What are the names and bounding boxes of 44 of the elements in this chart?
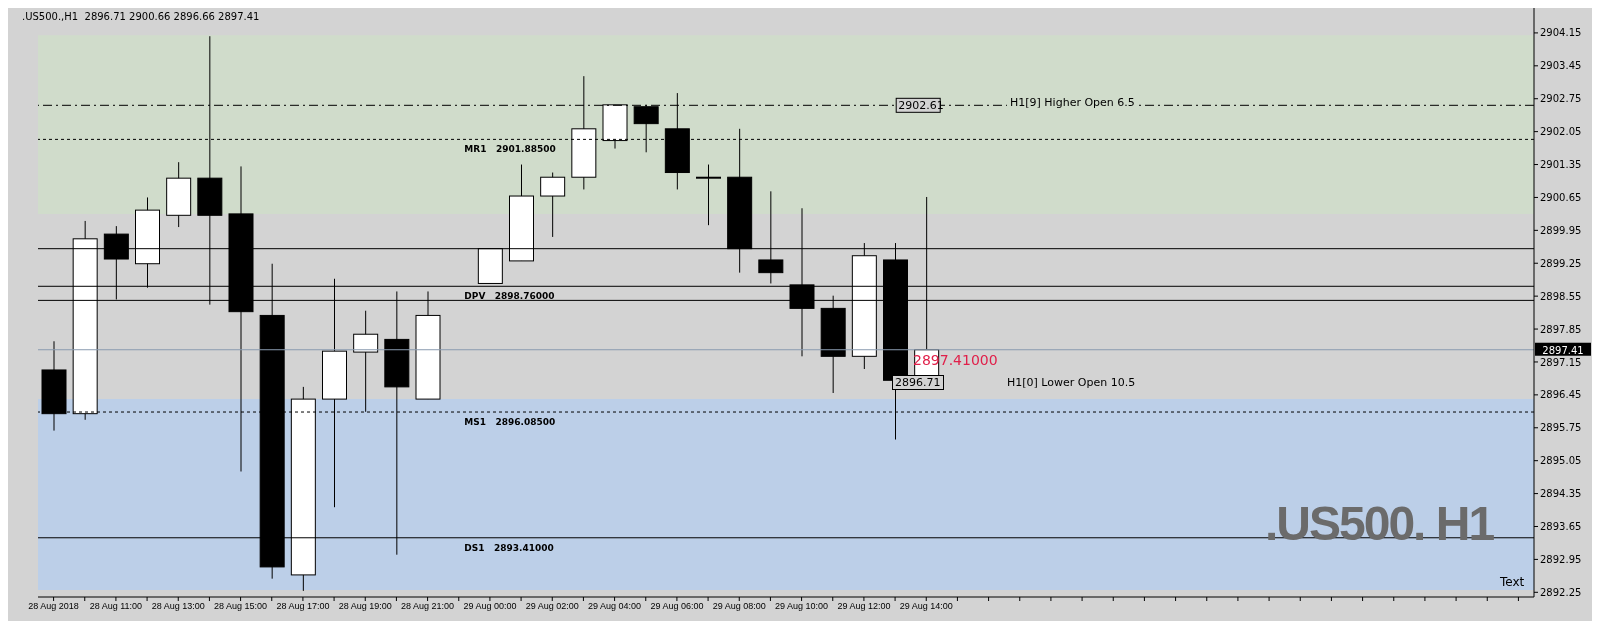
annotation: .US500. H1 bbox=[1265, 496, 1494, 551]
y-tick-label: 2894.35 bbox=[1540, 488, 1582, 500]
x-tick-label: 29 Aug 04:00 bbox=[588, 601, 642, 612]
x-tick-label: 29 Aug 12:00 bbox=[837, 601, 891, 612]
x-tick-label: 28 Aug 2018 bbox=[28, 601, 79, 612]
x-tick-label: 29 Aug 02:00 bbox=[525, 601, 579, 612]
x-tick-label: 28 Aug 11:00 bbox=[89, 601, 143, 612]
y-tick-label: 2893.65 bbox=[1540, 521, 1582, 533]
chart-title: .US500.,H1 2896.71 2900.66 2896.66 2897.41 bbox=[22, 11, 260, 22]
ref-line-label: MR1 2901.88500 bbox=[464, 144, 556, 155]
x-tick-label: 28 Aug 19:00 bbox=[338, 601, 392, 612]
x-tick-label: 28 Aug 21:00 bbox=[401, 601, 455, 612]
x-tick-label: 29 Aug 00:00 bbox=[463, 601, 517, 612]
y-tick-label: 2901.35 bbox=[1540, 159, 1582, 171]
y-tick-label: 2902.75 bbox=[1540, 93, 1582, 105]
ref-line-label: 2897.41 bbox=[1542, 344, 1584, 356]
y-tick-label: 2898.55 bbox=[1540, 290, 1582, 302]
annotation: 2896.71 bbox=[892, 375, 944, 390]
annotation: Text bbox=[1500, 575, 1525, 589]
ref-line-label: DPV 2898.76000 bbox=[464, 291, 555, 302]
annotation: H1[9] Higher Open 6.5 bbox=[1007, 96, 1138, 110]
y-tick-label: 2895.05 bbox=[1540, 455, 1582, 467]
x-tick-label: 29 Aug 08:00 bbox=[712, 601, 766, 612]
x-tick-label: 28 Aug 17:00 bbox=[276, 601, 330, 612]
y-tick-label: 2903.45 bbox=[1540, 60, 1582, 72]
y-tick-label: 2900.65 bbox=[1540, 191, 1582, 203]
x-tick-label: 28 Aug 13:00 bbox=[151, 601, 205, 612]
y-tick-label: 2899.95 bbox=[1540, 224, 1582, 236]
y-tick-label: 2895.75 bbox=[1540, 422, 1582, 434]
ref-line-label: DS1 2893.41000 bbox=[464, 542, 554, 553]
x-tick-label: 29 Aug 06:00 bbox=[650, 601, 704, 612]
y-tick-label: 2902.05 bbox=[1540, 126, 1582, 138]
y-tick-label: 2904.15 bbox=[1540, 27, 1582, 39]
y-tick-label: 2897.85 bbox=[1540, 323, 1582, 335]
ref-line-label: MS1 2896.08500 bbox=[464, 417, 556, 428]
y-tick-label: 2892.25 bbox=[1540, 586, 1582, 598]
y-tick-label: 2899.25 bbox=[1540, 257, 1582, 269]
x-tick-label: 28 Aug 15:00 bbox=[214, 601, 268, 612]
x-tick-label: 29 Aug 14:00 bbox=[899, 601, 953, 612]
annotation: H1[0] Lower Open 10.5 bbox=[1007, 376, 1136, 389]
y-tick-label: 2896.45 bbox=[1540, 389, 1582, 401]
y-tick-label: 2897.15 bbox=[1540, 356, 1582, 368]
x-tick-label: 29 Aug 10:00 bbox=[775, 601, 829, 612]
y-tick-label: 2892.95 bbox=[1540, 553, 1582, 565]
